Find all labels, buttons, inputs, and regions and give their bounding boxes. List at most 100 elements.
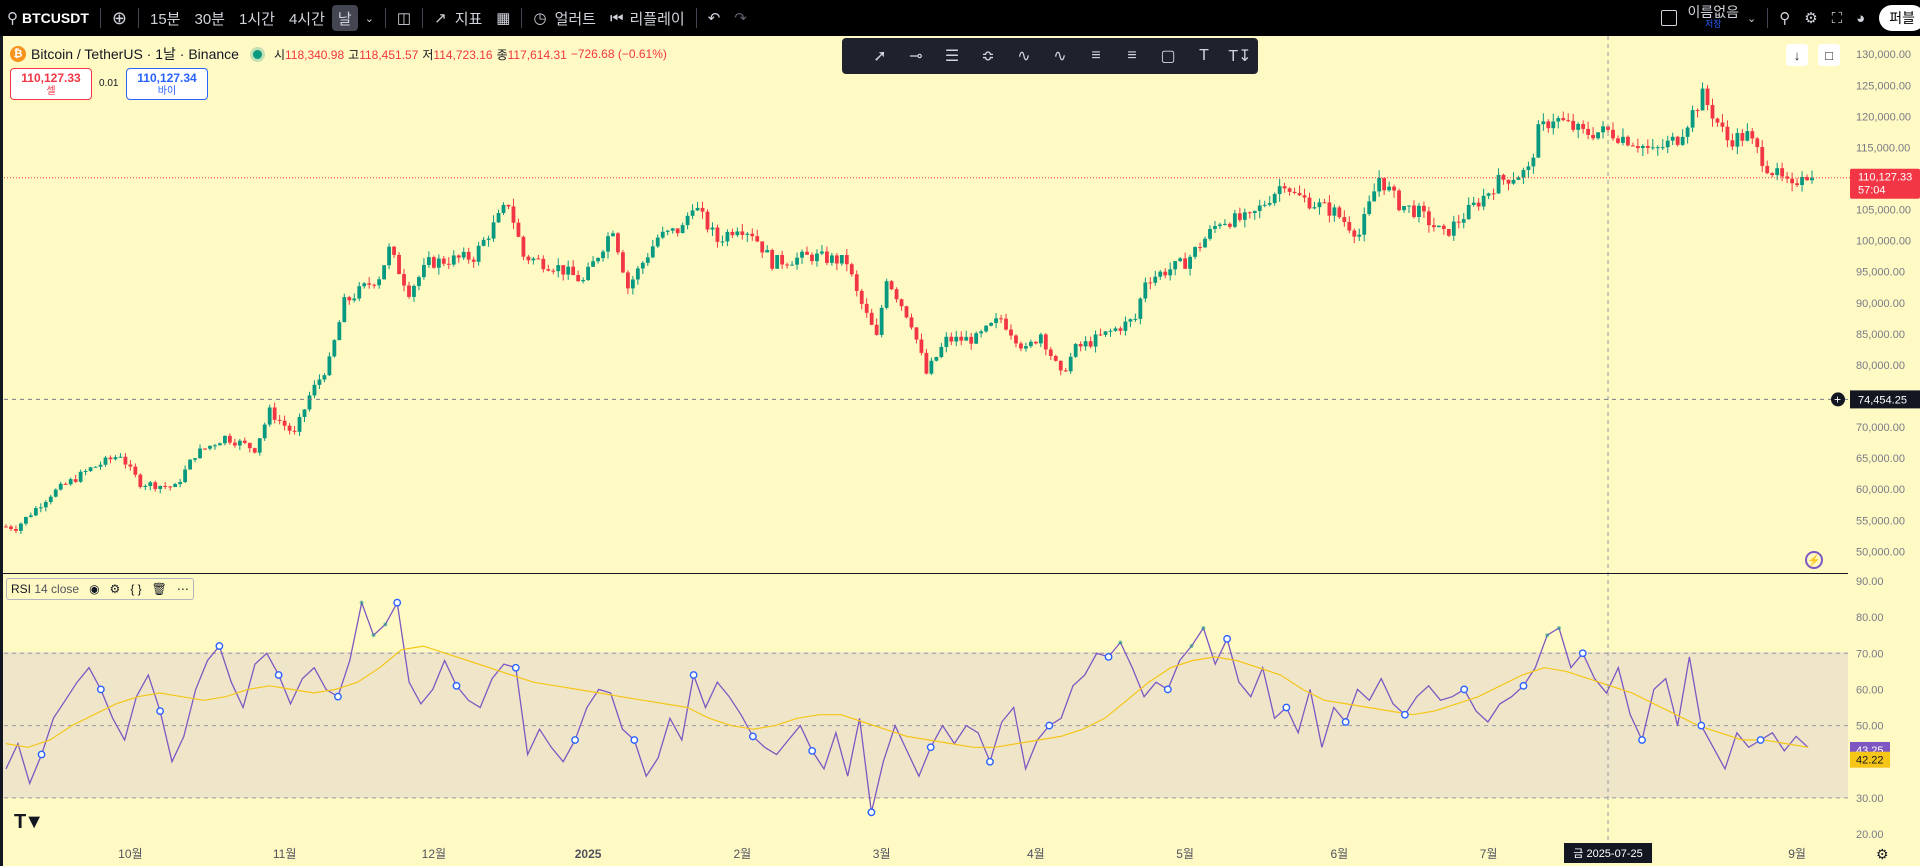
- candle-body: [1805, 176, 1809, 181]
- market-status-icon[interactable]: [252, 49, 262, 59]
- candle-body: [118, 456, 123, 458]
- candle-body: [1028, 341, 1033, 347]
- quick-search-button[interactable]: ⚲: [1772, 0, 1797, 36]
- settings-button[interactable]: ⚙: [1797, 0, 1824, 36]
- candle-body: [277, 419, 282, 421]
- candle-body: [1118, 328, 1123, 331]
- candle-body: [969, 336, 974, 344]
- settings-icon[interactable]: ⚙: [109, 582, 121, 596]
- replay-button[interactable]: ⏮ 리플레이: [603, 0, 692, 36]
- candle-body: [198, 448, 202, 459]
- candle-body: [272, 407, 277, 420]
- candle-body: [1765, 165, 1770, 174]
- candle-body: [1725, 126, 1730, 141]
- plus-circle-icon: ⊕: [111, 7, 127, 28]
- candle-body: [1053, 355, 1058, 361]
- rectangle-icon[interactable]: ▢: [1160, 48, 1176, 65]
- pane-separator[interactable]: [0, 573, 1848, 574]
- candle-body: [1760, 147, 1765, 166]
- alerts-button[interactable]: ◷ 얼러트: [526, 0, 603, 36]
- candle-body: [979, 331, 984, 334]
- fib-retracement-icon[interactable]: ≡: [1091, 47, 1101, 64]
- rsi-overbought-mark: [383, 622, 388, 627]
- candle-body: [1461, 219, 1466, 223]
- candle-body: [178, 482, 183, 485]
- layout-menu[interactable]: 이름없음 저장 ⌄: [1654, 0, 1763, 36]
- candle-body: [1506, 179, 1511, 184]
- eye-icon[interactable]: ◉: [89, 582, 100, 596]
- templates-button[interactable]: ▦: [489, 0, 517, 36]
- toolbar-divider: [422, 8, 424, 28]
- candle-body: [1223, 223, 1227, 225]
- horizontal-ray-icon[interactable]: ⊸: [909, 48, 923, 65]
- rsi-legend[interactable]: RSI 14 close ◉ ⚙ { } 🗑 ⋯: [6, 578, 194, 600]
- rsi-divergence-marker: [1578, 649, 1587, 658]
- rsi-divergence-marker: [867, 808, 876, 817]
- interval-15m[interactable]: 15분: [149, 10, 181, 28]
- interval-30m[interactable]: 30분: [194, 10, 225, 28]
- candle-body: [1486, 193, 1491, 196]
- candle-body: [825, 251, 829, 263]
- candle-body: [650, 246, 655, 258]
- candle-body: [1048, 349, 1053, 356]
- undo-button[interactable]: ↶: [701, 0, 728, 36]
- text-icon[interactable]: T: [1199, 47, 1209, 64]
- interval-1h[interactable]: 1시간: [238, 10, 275, 28]
- candle-body: [1068, 356, 1073, 372]
- gann-box-icon[interactable]: ≡: [1127, 47, 1137, 64]
- snapshot-button[interactable]: ◕: [1849, 0, 1872, 36]
- bitcoin-icon: ₿: [10, 46, 26, 62]
- change-value: −726.68 (−0.61%): [570, 47, 667, 61]
- rsi-ma-value-bg: [1850, 751, 1890, 768]
- interval-4h[interactable]: 4시간: [288, 10, 325, 28]
- candle-body: [397, 254, 401, 275]
- interval-dropdown[interactable]: ⌄: [358, 0, 381, 36]
- candle-body: [551, 270, 556, 272]
- parallel-channel-icon[interactable]: ☰: [944, 48, 960, 65]
- elliott-wave-icon[interactable]: ∿: [1017, 48, 1031, 65]
- publish-button[interactable]: 퍼블: [1872, 0, 1920, 36]
- toolbar-divider: [99, 8, 101, 28]
- left-frame: [0, 36, 3, 866]
- candle-body: [183, 469, 188, 483]
- axis-settings-icon[interactable]: ⚙: [1876, 846, 1889, 862]
- open-label: 시: [273, 47, 285, 62]
- sell-button[interactable]: 110,127.33 셀: [10, 68, 92, 100]
- candle-body: [163, 485, 168, 487]
- compare-add-button[interactable]: ⊕: [105, 0, 134, 36]
- candle-body: [4, 526, 8, 528]
- candle-body: [1277, 186, 1282, 195]
- rsi-divergence-marker: [1341, 718, 1350, 726]
- trend-line-icon[interactable]: ➚: [873, 48, 887, 65]
- maximize-pane-icon[interactable]: □: [1818, 44, 1840, 66]
- time-axis-tick-label: 6월: [1330, 847, 1348, 861]
- search-icon: ⚲: [7, 10, 18, 27]
- redo-button[interactable]: ↷: [727, 0, 754, 36]
- rsi-axis-tick-label: 60.00: [1856, 684, 1884, 696]
- buy-price: 110,127.34: [137, 71, 197, 85]
- symbol-search[interactable]: ⚲ BTCUSDT: [0, 0, 96, 36]
- text-note-icon[interactable]: T↧: [1228, 48, 1252, 65]
- chart-type-button[interactable]: ◫: [390, 0, 418, 36]
- buy-button[interactable]: 110,127.34 바이: [126, 68, 208, 100]
- sell-price: 110,127.33: [21, 71, 81, 85]
- source-code-icon[interactable]: { }: [130, 582, 142, 596]
- pitchfork-icon[interactable]: ≎: [981, 48, 995, 65]
- abcd-pattern-icon[interactable]: ∿: [1053, 48, 1067, 65]
- candle-body: [829, 255, 834, 263]
- time-axis-tick-label: 12월: [422, 847, 446, 861]
- interval-1d[interactable]: 날: [331, 5, 358, 31]
- more-icon[interactable]: ⋯: [176, 582, 189, 596]
- fullscreen-button[interactable]: ⛶: [1825, 0, 1850, 36]
- low-label: 저: [422, 47, 434, 62]
- candle-body: [1596, 132, 1600, 139]
- candle-body: [1422, 205, 1426, 212]
- move-down-icon[interactable]: ↓: [1786, 44, 1808, 66]
- candle-body: [1232, 213, 1237, 227]
- legend-title[interactable]: Bitcoin / TetherUS · 1날 · Binance: [31, 46, 239, 62]
- indicators-button[interactable]: ↗ 지표: [427, 0, 489, 36]
- trash-icon[interactable]: 🗑: [151, 582, 167, 596]
- rsi-divergence-marker: [1519, 681, 1528, 690]
- lightning-icon[interactable]: ⚡: [1805, 551, 1823, 569]
